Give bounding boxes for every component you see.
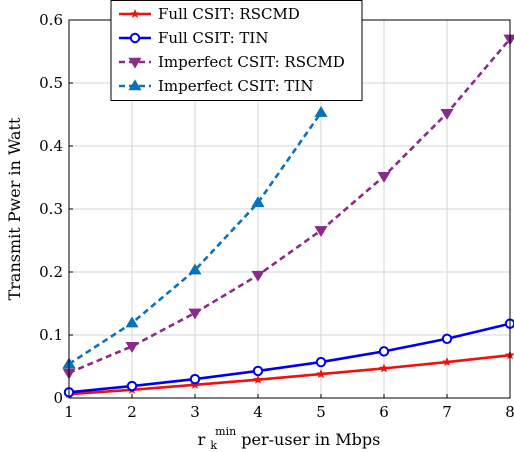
data-point xyxy=(378,346,390,357)
x-axis-label-main: r xyxy=(198,430,206,449)
y-tick-label: 0.1 xyxy=(39,326,63,344)
legend-swatch-marker xyxy=(130,8,140,19)
legend: Full CSIT: RSCMD Full CSIT: TIN Imperfect … xyxy=(110,0,363,101)
data-point xyxy=(188,308,202,320)
legend-label: Imperfect CSIT: RSCMD xyxy=(158,53,345,71)
data-point xyxy=(189,373,201,385)
x-tick-label: 7 xyxy=(442,403,452,421)
data-point xyxy=(252,365,264,377)
data-point xyxy=(442,357,452,367)
x-tick-label: 2 xyxy=(127,403,137,421)
x-axis-label-sub: k xyxy=(210,439,217,452)
series-line xyxy=(68,322,511,394)
legend-label: Full CSIT: RSCMD xyxy=(158,5,300,23)
x-tick-label: 8 xyxy=(505,403,514,421)
data-point xyxy=(314,106,328,117)
legend-item: Imperfect CSIT: RSCMD xyxy=(119,53,345,71)
y-tick-label: 0.4 xyxy=(39,137,63,155)
y-tick-label: 0 xyxy=(53,389,63,407)
data-point xyxy=(125,316,139,328)
data-point xyxy=(379,363,389,373)
tick-labels: 1 2 3 4 5 6 7 8 0 0.1 0.2 0.3 0.4 0.5 0.6 xyxy=(39,11,514,421)
legend-box xyxy=(110,0,363,101)
data-point xyxy=(315,356,327,368)
series-layer xyxy=(62,34,514,399)
x-axis-label: r k min per-user in Mbps xyxy=(198,420,381,452)
x-axis-label-sup: min xyxy=(215,425,236,438)
series-2 xyxy=(63,318,514,398)
y-tick-label: 0.3 xyxy=(39,200,63,218)
series-line xyxy=(68,38,511,374)
data-point xyxy=(126,380,138,392)
data-point xyxy=(190,379,200,389)
data-point xyxy=(251,270,265,282)
data-point xyxy=(188,263,202,275)
y-tick-label: 0.6 xyxy=(39,11,63,29)
data-point xyxy=(441,333,453,344)
data-point xyxy=(440,108,454,120)
legend-swatch-marker xyxy=(129,32,141,44)
legend-swatch-marker xyxy=(128,57,142,69)
data-point xyxy=(316,369,326,379)
data-point xyxy=(377,171,391,183)
data-point xyxy=(125,342,139,353)
x-tick-label: 1 xyxy=(64,403,74,421)
x-tick-label: 4 xyxy=(253,403,263,421)
legend-swatch-marker xyxy=(128,79,142,91)
x-axis-label-rest: per-user in Mbps xyxy=(241,430,380,449)
data-point xyxy=(314,226,328,238)
legend-item: Full CSIT: RSCMD xyxy=(119,5,300,23)
legend-label: Imperfect CSIT: TIN xyxy=(158,77,313,95)
x-tick-label: 6 xyxy=(379,403,389,421)
y-axis-label: Transmit Pwer in Watt xyxy=(5,117,24,300)
legend-label: Full CSIT: TIN xyxy=(158,29,268,47)
y-tick-label: 0.5 xyxy=(39,74,63,92)
legend-item: Imperfect CSIT: TIN xyxy=(119,77,313,95)
y-tick-label: 0.2 xyxy=(39,263,63,281)
series-line xyxy=(68,353,511,396)
series-line xyxy=(68,111,323,366)
data-point xyxy=(251,196,265,207)
x-tick-label: 3 xyxy=(190,403,200,421)
data-point xyxy=(253,374,263,384)
legend-item: Full CSIT: TIN xyxy=(119,29,268,47)
x-tick-label: 5 xyxy=(316,403,326,421)
